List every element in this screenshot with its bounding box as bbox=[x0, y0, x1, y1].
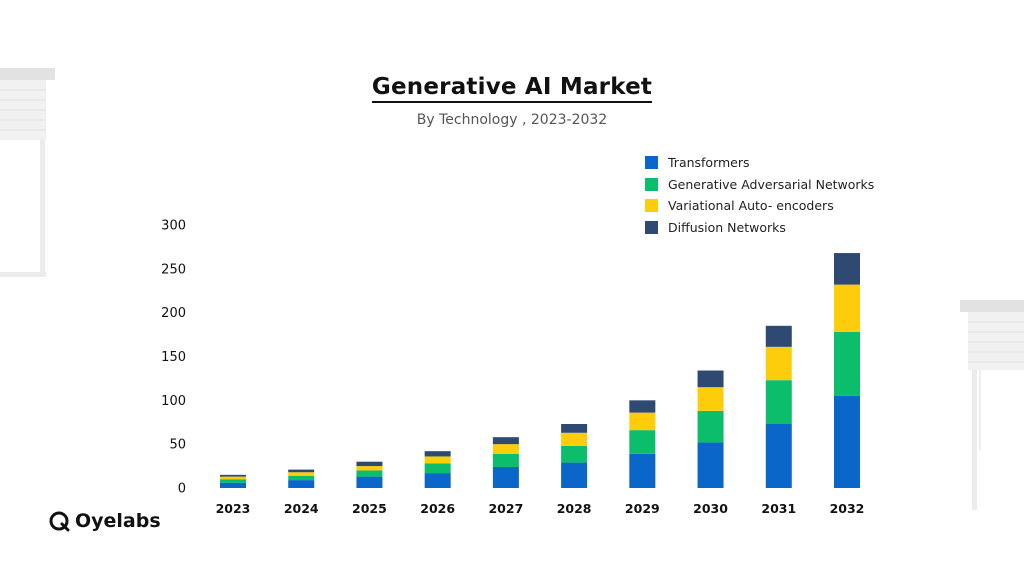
bar-segment bbox=[220, 474, 246, 477]
bar-segment bbox=[765, 346, 792, 381]
y-tick-label: 200 bbox=[161, 306, 186, 321]
chart-legend: Transformers Generative Adversarial Netwo… bbox=[645, 152, 874, 238]
legend-swatch bbox=[645, 177, 658, 191]
x-tick-label: 2024 bbox=[284, 501, 319, 516]
bar-segment bbox=[561, 445, 588, 463]
bar-segment bbox=[697, 370, 724, 388]
bar-segment bbox=[561, 432, 588, 446]
x-tick-label: 2025 bbox=[352, 501, 387, 516]
bar-segment bbox=[288, 480, 315, 488]
y-tick-label: 0 bbox=[178, 482, 186, 497]
y-tick-label: 250 bbox=[161, 262, 186, 277]
bar-segment bbox=[492, 453, 519, 467]
bar-segment bbox=[834, 331, 860, 396]
bar-segment bbox=[697, 387, 724, 411]
legend-swatch bbox=[645, 220, 658, 234]
chart-title-text: Generative AI Market bbox=[371, 74, 653, 103]
bar-segment bbox=[629, 400, 656, 413]
legend-label: Transformers bbox=[668, 155, 750, 171]
bar-segment bbox=[356, 461, 383, 467]
bar-segment bbox=[561, 462, 588, 488]
y-tick-label: 100 bbox=[161, 394, 186, 409]
bar-segment bbox=[765, 424, 792, 488]
bar-segment bbox=[629, 453, 656, 488]
x-tick-label: 2030 bbox=[693, 501, 728, 516]
bar-segment bbox=[561, 424, 588, 433]
legend-item: Diffusion Networks bbox=[645, 217, 874, 239]
bar-segment bbox=[288, 475, 315, 481]
bar-segment bbox=[492, 444, 519, 454]
window-blind-decoration-left bbox=[0, 68, 55, 277]
bar-segment bbox=[288, 469, 315, 473]
chart-title: Generative AI Market bbox=[0, 74, 1024, 103]
bar-segment bbox=[424, 473, 451, 488]
bar-segment bbox=[629, 430, 656, 454]
bar-segment bbox=[424, 451, 451, 457]
bar-segment bbox=[424, 463, 451, 474]
bar-segment bbox=[492, 437, 519, 445]
bar-segment bbox=[356, 470, 383, 477]
bar-segment bbox=[424, 456, 451, 464]
x-tick-label: 2032 bbox=[830, 501, 865, 516]
bar-segment bbox=[220, 479, 246, 483]
bar-segment bbox=[220, 476, 246, 480]
legend-label: Diffusion Networks bbox=[668, 219, 786, 235]
bar-segment bbox=[765, 380, 792, 425]
bar-segment bbox=[629, 412, 656, 431]
y-tick-label: 300 bbox=[161, 219, 186, 234]
legend-item: Transformers bbox=[645, 152, 874, 174]
bar-segment bbox=[834, 284, 860, 332]
y-tick-label: 150 bbox=[161, 350, 186, 365]
bar-segment bbox=[356, 466, 383, 471]
x-tick-label: 2023 bbox=[216, 501, 251, 516]
oyelabs-logo-icon bbox=[49, 511, 70, 532]
bar-segment bbox=[834, 395, 860, 488]
bar-segment bbox=[220, 482, 246, 488]
bar-segment bbox=[492, 466, 519, 488]
legend-swatch bbox=[645, 156, 658, 170]
x-tick-label: 2026 bbox=[420, 501, 455, 516]
legend-swatch bbox=[645, 199, 658, 213]
chart-subtitle: By Technology , 2023-2032 bbox=[416, 112, 608, 128]
brand-name: Oyelabs bbox=[75, 510, 161, 532]
x-tick-label: 2029 bbox=[625, 501, 660, 516]
bar-segment bbox=[288, 472, 315, 476]
x-tick-label: 2027 bbox=[488, 501, 523, 516]
bar-segment bbox=[834, 253, 860, 285]
window-blind-decoration-right bbox=[960, 300, 1024, 510]
legend-item: Variational Auto- encoders bbox=[645, 195, 874, 217]
bar-segment bbox=[356, 476, 383, 488]
legend-item: Generative Adversarial Networks bbox=[645, 174, 874, 196]
legend-label: Variational Auto- encoders bbox=[668, 198, 834, 214]
bar-segment bbox=[697, 410, 724, 443]
x-tick-label: 2028 bbox=[557, 501, 592, 516]
x-tick-label: 2031 bbox=[761, 501, 796, 516]
brand-logo: Oyelabs bbox=[48, 510, 161, 532]
bar-segment bbox=[765, 325, 792, 347]
legend-label: Generative Adversarial Networks bbox=[668, 176, 875, 192]
bar-segment bbox=[697, 442, 724, 488]
y-tick-label: 50 bbox=[169, 438, 186, 453]
